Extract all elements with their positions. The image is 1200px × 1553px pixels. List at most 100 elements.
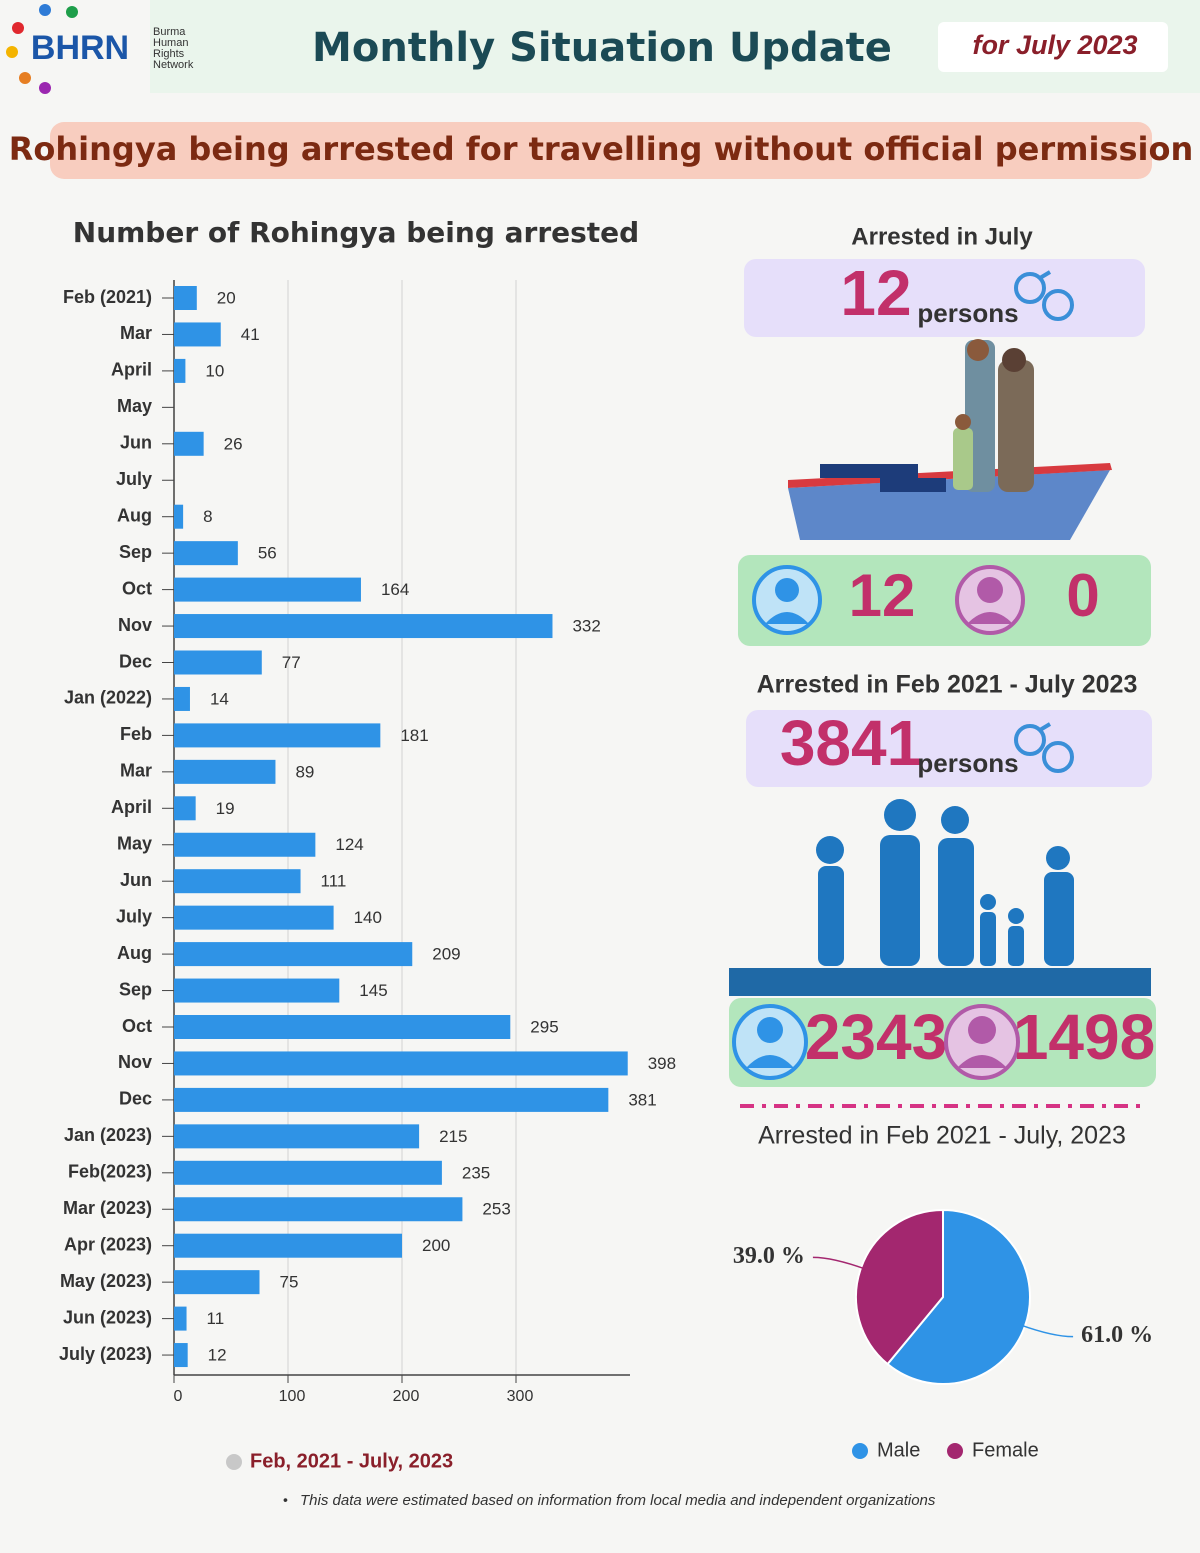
gender-box [738,555,1151,646]
logo: BHRN Burma Human Rights Network [6,4,194,94]
bar [174,286,197,310]
value-label: 332 [572,617,600,636]
y-tick-label: Sep [119,979,152,999]
y-tick-label: Apr (2023) [64,1234,152,1254]
banner-box [50,122,1152,179]
y-tick-label: April [111,797,152,817]
legend-label: Female [972,1439,1039,1461]
y-tick-label: July (2023) [59,1344,152,1364]
y-tick-label: July [116,906,152,926]
value-label: 14 [210,689,229,708]
y-tick-label: May [117,834,152,854]
value-label: 140 [354,908,382,927]
y-tick-label: Dec [119,651,152,671]
y-tick-label: May (2023) [60,1271,152,1291]
ground [729,968,1151,996]
handcuffs-icon [1014,270,1074,321]
bar [174,1306,187,1331]
value-label: 209 [432,945,460,964]
value-label: 295 [530,1017,558,1036]
count: 12 [840,257,911,329]
unit: persons [917,298,1018,328]
banner: Rohingya being arrested for travelling w… [9,130,1193,168]
bar [174,431,204,456]
footnote: This data were estimated based on inform… [300,1492,936,1509]
bar [174,686,190,711]
legend-label: Feb, 2021 - July, 2023 [250,1450,453,1472]
boat-illustration [788,339,1112,540]
bar [174,614,553,639]
value-label: 398 [648,1054,676,1073]
bar [174,1160,442,1185]
y-tick-label: Dec [119,1089,152,1109]
value-label: 235 [462,1163,490,1182]
y-tick-label: Feb [120,724,152,744]
bar [174,832,316,857]
value-label: 12 [208,1346,227,1365]
bullet: • [283,1492,288,1508]
bar [174,1015,511,1039]
y-tick-label: Jun [120,870,152,890]
y-tick-label: Feb(2023) [68,1162,152,1182]
value-label: 200 [422,1236,450,1255]
bar [174,1343,188,1368]
value-label: 124 [335,835,363,854]
bar [174,650,262,675]
y-tick-label: Nov [118,615,152,635]
bar [174,759,276,784]
value-label: 19 [216,799,235,818]
chart-title: Arrested in Feb 2021 - July, 2023 [758,1122,1126,1150]
male-count: 12 [849,562,916,629]
value-label: 61.0 % [1081,1322,1153,1348]
count: 3841 [780,707,922,779]
male-icon [752,565,822,635]
male-icon [732,1004,808,1080]
female-count: 0 [1066,562,1099,629]
pie-chart: 61.0 % 39.0 % Male Female [733,1208,1153,1461]
period-box [938,22,1168,72]
y-tick-label: Oct [122,1016,152,1036]
value-label: 111 [321,872,347,891]
y-tick-label: Jun (2023) [63,1307,152,1327]
leader-line [812,1256,867,1270]
value-label: 11 [207,1309,225,1328]
value-label: 164 [381,580,409,599]
y-tick-label: Mar [120,323,152,343]
legend-marker [947,1443,963,1459]
panel-title: Arrested in Feb 2021 - July 2023 [757,671,1138,699]
value-label: 10 [205,361,224,380]
refugees-illustration [816,799,1074,966]
bar [174,1124,420,1149]
org-name: Burma [153,26,186,38]
y-tick-label: April [111,360,152,380]
value-label: 215 [439,1127,467,1146]
value-label: 75 [280,1273,299,1292]
legend-marker [226,1454,242,1470]
value-label: 381 [628,1090,656,1109]
bar [174,541,238,566]
y-tick-label: Feb (2021) [63,287,152,307]
bar [174,942,413,967]
bar [174,905,334,930]
x-tick-label: 200 [393,1388,420,1405]
value-label: 89 [295,762,314,781]
male-count: 2343 [805,1001,947,1073]
y-tick-label: Aug [117,505,152,525]
x-tick-label: 300 [507,1388,534,1405]
count-box [744,259,1145,337]
org-name: Network [153,59,194,71]
value-label: 145 [359,981,387,1000]
bar [174,796,196,821]
value-label: 26 [224,434,243,453]
y-tick-label: Mar (2023) [63,1198,152,1218]
value-label: 253 [482,1200,510,1219]
value-label: 56 [258,544,277,563]
y-tick-label: Jan (2023) [64,1125,152,1145]
bar [174,1051,628,1076]
y-tick-label: Oct [122,578,152,598]
value-label: 8 [203,507,212,526]
x-tick-label: 0 [174,1388,183,1405]
y-tick-label: July [116,469,152,489]
value-label: 181 [400,726,428,745]
y-tick-label: Jan (2022) [64,688,152,708]
